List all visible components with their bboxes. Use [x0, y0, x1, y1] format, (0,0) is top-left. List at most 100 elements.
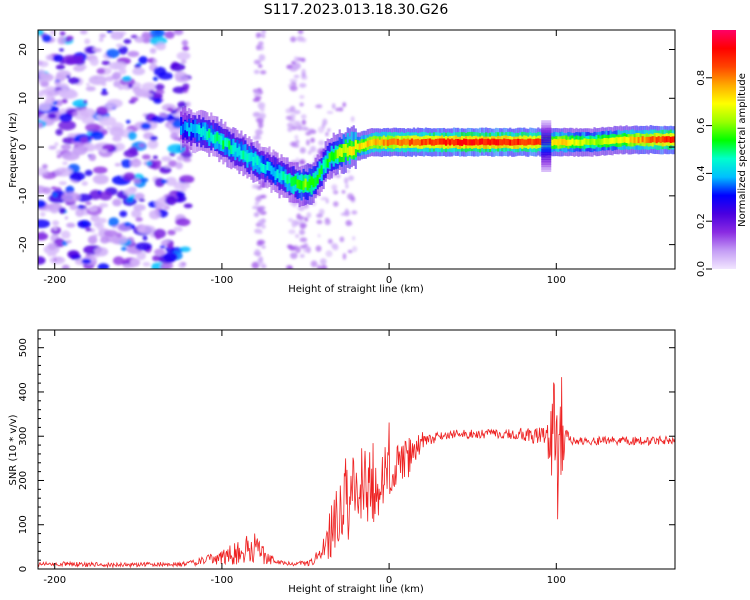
noise-blob: [140, 122, 152, 130]
ridge-cell: [541, 144, 552, 148]
ridge-cell: [192, 124, 195, 134]
noise-blob: [317, 234, 321, 238]
noise-blob: [255, 44, 261, 51]
ridge-cell: [541, 149, 552, 153]
ridge-cell: [270, 165, 273, 175]
ridge-cell: [653, 136, 656, 143]
ridge-cell: [254, 153, 257, 163]
ridge-cell: [216, 132, 219, 142]
colorbar-tick-label: 0.2: [696, 213, 707, 229]
noise-blob: [155, 234, 161, 240]
noise-blob: [294, 234, 300, 239]
ridge-cell: [469, 139, 472, 146]
ridge-cell: [617, 137, 620, 144]
noise-blob: [85, 123, 101, 132]
spectrogram-y-ticks: -20 -10 0 10 20: [18, 43, 675, 253]
ridge-cell: [244, 151, 247, 161]
ridge-cell: [324, 158, 327, 168]
ridge-cell: [240, 150, 243, 160]
noise-blob: [301, 119, 307, 126]
noise-blob: [90, 130, 105, 140]
ridge-cell: [336, 149, 339, 159]
y-tick-label: 500: [18, 338, 29, 357]
ridge-cell: [342, 144, 345, 163]
noise-blob: [77, 220, 92, 229]
ridge-cell: [619, 137, 622, 144]
noise-blob: [141, 82, 157, 92]
noise-blob: [59, 113, 73, 123]
snr-x-ticks: -200 -100 0 100: [43, 330, 566, 586]
noise-blob: [134, 192, 145, 200]
x-tick-label: -200: [43, 575, 66, 586]
noise-blob: [59, 60, 65, 64]
noise-blob: [127, 131, 137, 140]
noise-blob: [47, 112, 57, 120]
noise-blob: [180, 183, 191, 189]
noise-blob: [316, 213, 323, 218]
noise-blob: [121, 159, 133, 168]
ridge-cell: [354, 140, 357, 150]
noise-blob: [64, 216, 69, 220]
noise-blob: [133, 204, 146, 212]
noise-blob: [102, 144, 115, 152]
noise-blob: [106, 126, 111, 130]
noise-blob: [327, 238, 333, 244]
ridge-cell: [206, 131, 209, 141]
snr-series-line: [38, 377, 675, 569]
ridge-cell: [497, 139, 500, 146]
noise-blob: [163, 113, 168, 118]
noise-blob: [285, 115, 293, 120]
ridge-cell: [246, 153, 249, 163]
x-tick-label: 0: [386, 575, 392, 586]
noise-blob: [61, 192, 81, 203]
ridge-cell: [230, 145, 233, 155]
noise-blob: [182, 157, 192, 163]
ridge-cell: [541, 151, 552, 155]
ridge-cell: [200, 128, 203, 138]
ridge-cell: [366, 140, 369, 147]
noise-blob: [38, 232, 49, 241]
noise-blob: [160, 179, 168, 184]
ridge-cell: [424, 138, 428, 146]
noise-blob: [258, 64, 263, 69]
ridge-cell: [489, 139, 492, 146]
ridge-cell: [603, 137, 606, 145]
noise-blob: [45, 95, 56, 103]
noise-blob: [83, 100, 88, 104]
ridge-cell: [280, 171, 283, 181]
y-tick-label: 200: [18, 471, 29, 490]
noise-blob: [325, 132, 329, 137]
x-tick-label: -100: [211, 275, 234, 286]
ridge-cell: [292, 176, 295, 186]
ridge-cell: [503, 138, 506, 145]
ridge-cell: [629, 136, 632, 143]
ridge-cell: [318, 168, 321, 178]
noise-blob: [170, 63, 186, 72]
noise-blob: [65, 185, 75, 195]
y-tick-label: -20: [18, 236, 29, 252]
ridge-cell: [647, 136, 650, 143]
ridge-cell: [625, 136, 628, 144]
ridge-cell: [400, 139, 404, 146]
noise-blob: [142, 235, 148, 241]
noise-blob: [297, 30, 304, 35]
ridge-cell: [356, 143, 359, 150]
noise-blob: [181, 39, 189, 47]
noise-blob: [303, 242, 309, 248]
ridge-cell: [517, 138, 520, 145]
ridge-cell: [541, 154, 552, 158]
ridge-cell: [182, 124, 185, 133]
noise-blob: [129, 258, 141, 267]
noise-blob: [291, 60, 296, 65]
ridge-cell: [376, 138, 379, 145]
ridge-cell: [358, 143, 361, 150]
ridge-cell: [509, 139, 512, 146]
ridge-cell: [256, 156, 259, 166]
noise-blob: [85, 86, 96, 92]
noise-blob: [344, 177, 349, 184]
noise-blob: [164, 164, 171, 169]
noise-blob: [48, 145, 57, 150]
noise-blob: [180, 59, 187, 64]
noise-blob: [121, 75, 132, 82]
noise-blob: [287, 122, 294, 128]
